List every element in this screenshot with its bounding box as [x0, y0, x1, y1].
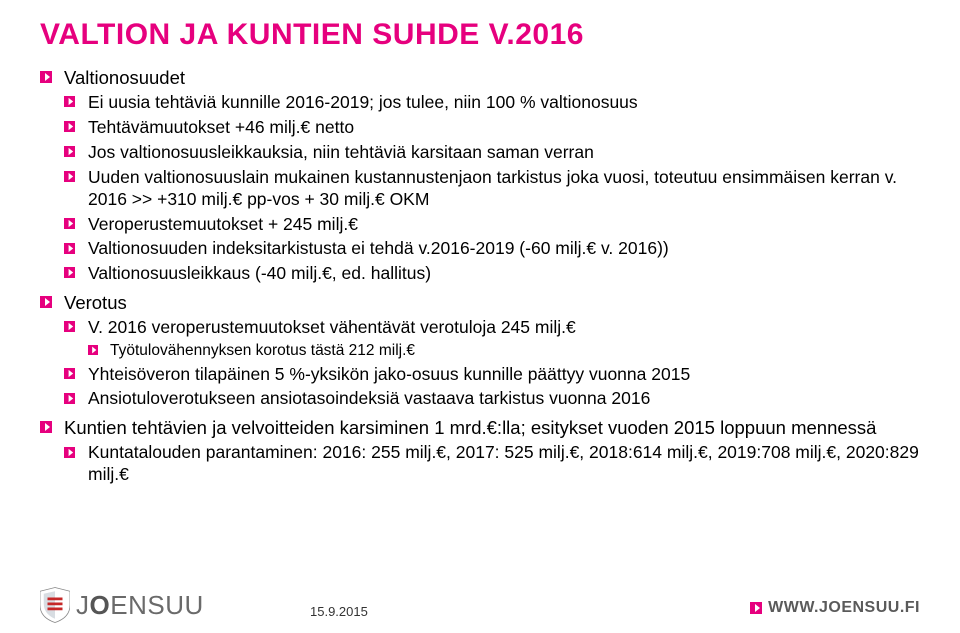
- bullet-icon: [40, 421, 52, 433]
- list-item-text: Kuntatalouden parantaminen: 2016: 255 mi…: [88, 442, 919, 484]
- list-item-text: V. 2016 veroperustemuutokset vähentävät …: [88, 317, 576, 337]
- list-item-text: Valtionosuusleikkaus (-40 milj.€, ed. ha…: [88, 263, 431, 283]
- bullet-icon: [40, 296, 52, 308]
- bullet-icon: [64, 121, 75, 132]
- slide-title: VALTION JA KUNTIEN SUHDE V.2016: [40, 18, 920, 52]
- bullet-icon: [64, 146, 75, 157]
- logo-text: JOENSUU: [76, 590, 204, 621]
- footer-site: WWW.JOENSUU.FI: [750, 599, 920, 617]
- list-item: Verotus V. 2016 veroperustemuutokset väh…: [40, 291, 920, 410]
- list-item: V. 2016 veroperustemuutokset vähentävät …: [64, 317, 920, 360]
- list-item: Veroperustemuutokset + 245 milj.€: [64, 214, 920, 236]
- bullet-icon: [64, 218, 75, 229]
- list-item-text: Valtionosuuden indeksitarkistusta ei teh…: [88, 238, 669, 258]
- list-item: Valtionosuuden indeksitarkistusta ei teh…: [64, 238, 920, 260]
- list-item-text: Ansiotuloverotukseen ansiotasoindeksiä v…: [88, 388, 650, 408]
- list-item: Ansiotuloverotukseen ansiotasoindeksiä v…: [64, 388, 920, 410]
- list-item: Uuden valtionosuuslain mukainen kustannu…: [64, 167, 920, 211]
- bullet-list: Valtionosuudet Ei uusia tehtäviä kunnill…: [40, 66, 920, 486]
- bullet-icon: [64, 96, 75, 107]
- bullet-icon: [64, 243, 75, 254]
- list-item-text: Valtionosuudet: [64, 67, 185, 88]
- list-item: Kuntatalouden parantaminen: 2016: 255 mi…: [64, 442, 920, 486]
- list-item-text: Verotus: [64, 292, 127, 313]
- list-item-text: Tehtävämuutokset +46 milj.€ netto: [88, 117, 354, 137]
- bullet-icon: [88, 345, 98, 355]
- list-item-text: Uuden valtionosuuslain mukainen kustannu…: [88, 167, 897, 209]
- list-item-text: Jos valtionosuusleikkauksia, niin tehtäv…: [88, 142, 594, 162]
- site-url: WWW.JOENSUU.FI: [768, 599, 920, 617]
- logo: JOENSUU: [40, 587, 204, 623]
- bullet-icon: [64, 321, 75, 332]
- list-item: Jos valtionosuusleikkauksia, niin tehtäv…: [64, 142, 920, 164]
- list-item: Valtionosuudet Ei uusia tehtäviä kunnill…: [40, 66, 920, 285]
- bullet-icon: [64, 393, 75, 404]
- list-item: Ei uusia tehtäviä kunnille 2016-2019; jo…: [64, 92, 920, 114]
- list-item-text: Ei uusia tehtäviä kunnille 2016-2019; jo…: [88, 92, 638, 112]
- shield-icon: [40, 587, 70, 623]
- list-item: Tehtävämuutokset +46 milj.€ netto: [64, 117, 920, 139]
- list-item-text: Yhteisöveron tilapäinen 5 %-yksikön jako…: [88, 364, 690, 384]
- list-item: Kuntien tehtävien ja velvoitteiden karsi…: [40, 416, 920, 486]
- footer-date: 15.9.2015: [310, 604, 368, 619]
- bullet-icon: [40, 71, 52, 83]
- list-item-text: Kuntien tehtävien ja velvoitteiden karsi…: [64, 417, 876, 438]
- bullet-icon: [64, 368, 75, 379]
- slide: VALTION JA KUNTIEN SUHDE V.2016 Valtiono…: [0, 0, 960, 486]
- list-item: Valtionosuusleikkaus (-40 milj.€, ed. ha…: [64, 263, 920, 285]
- list-item-text: Työtulovähennyksen korotus tästä 212 mil…: [110, 342, 415, 359]
- bullet-icon: [64, 267, 75, 278]
- list-item: Työtulovähennyksen korotus tästä 212 mil…: [88, 341, 920, 360]
- list-item-text: Veroperustemuutokset + 245 milj.€: [88, 214, 358, 234]
- bullet-icon: [750, 602, 762, 614]
- list-item: Yhteisöveron tilapäinen 5 %-yksikön jako…: [64, 364, 920, 386]
- bullet-icon: [64, 171, 75, 182]
- bullet-icon: [64, 447, 75, 458]
- footer: JOENSUU 15.9.2015 WWW.JOENSUU.FI: [0, 573, 960, 633]
